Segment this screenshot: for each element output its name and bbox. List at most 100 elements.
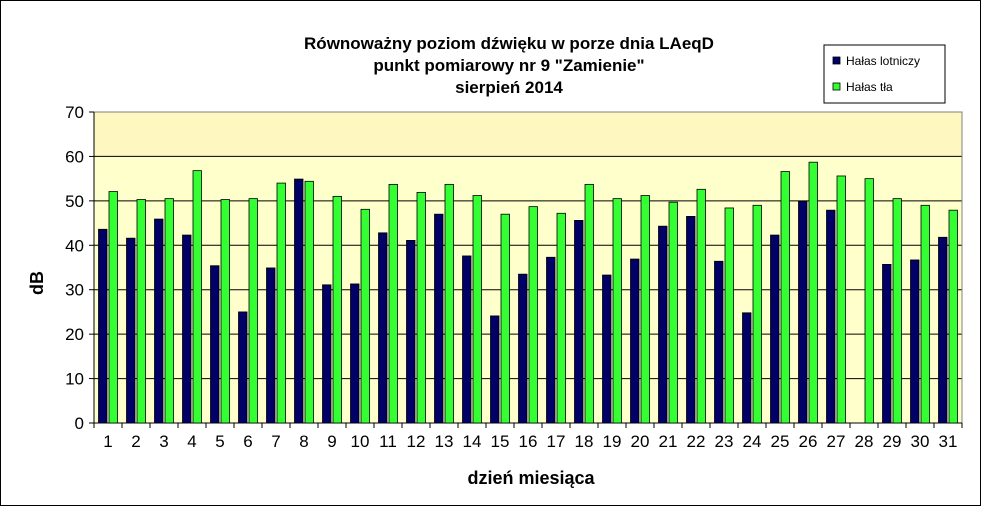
bar-halas-tla (640, 195, 650, 424)
x-tick-label: 8 (299, 432, 308, 451)
x-tick-label: 12 (407, 432, 426, 451)
x-tick-label: 15 (491, 432, 510, 451)
legend-swatch-series-2 (832, 82, 841, 91)
y-tick-label: 70 (65, 103, 84, 122)
x-tick-label: 3 (159, 432, 168, 451)
bar-halas-tla (836, 175, 846, 424)
x-tick-label: 20 (631, 432, 650, 451)
x-tick-label: 17 (547, 432, 566, 451)
y-tick-label: 40 (65, 236, 84, 255)
bar-halas-tla (808, 161, 818, 424)
bar-halas-lotniczy (910, 259, 920, 424)
bar-halas-tla (696, 188, 706, 424)
x-tick-label: 14 (463, 432, 482, 451)
chart-title-line-1: Równoważny poziom dźwięku w porze dnia L… (304, 34, 714, 53)
bar-halas-tla (584, 184, 594, 424)
legend-label-series-2: Hałas tła (846, 80, 893, 94)
y-tick-label: 30 (65, 281, 84, 300)
x-tick-label: 27 (827, 432, 846, 451)
y-tick-label: 60 (65, 147, 84, 166)
bar-halas-tla (164, 198, 174, 424)
bar-halas-tla (388, 184, 398, 424)
bar-halas-tla (304, 180, 314, 424)
bar-halas-tla (332, 196, 342, 424)
x-tick-label: 1 (103, 432, 112, 451)
x-tick-label: 2 (131, 432, 140, 451)
x-tick-label: 28 (855, 432, 874, 451)
bar-halas-lotniczy (630, 258, 640, 424)
bar-halas-tla (500, 213, 510, 424)
bar-halas-tla (220, 199, 230, 424)
chart-title-line-3: sierpień 2014 (455, 78, 563, 97)
x-axis-title: dzień miesiąca (467, 468, 595, 488)
bar-halas-tla (556, 212, 566, 424)
bar-halas-tla (948, 209, 958, 424)
chart-title-line-2: punkt pomiarowy nr 9 "Zamienie" (373, 56, 644, 75)
y-tick-label: 10 (65, 370, 84, 389)
legend: Hałas lotniczy Hałas tła (823, 44, 946, 104)
bar-halas-lotniczy (714, 260, 724, 424)
bar-halas-tla (920, 204, 930, 424)
bar-halas-lotniczy (434, 213, 444, 424)
bar-halas-tla (780, 171, 790, 424)
bar-halas-tla (192, 170, 202, 424)
bar-halas-tla (360, 208, 370, 424)
bar-halas-lotniczy (742, 312, 752, 424)
bar-halas-tla (276, 182, 286, 424)
bar-halas-lotniczy (238, 311, 248, 424)
bar-halas-lotniczy (182, 234, 192, 424)
x-tick-label: 6 (243, 432, 252, 451)
bar-halas-lotniczy (686, 216, 696, 424)
bar-halas-tla (444, 184, 454, 424)
x-tick-label: 9 (327, 432, 336, 451)
bar-halas-tla (416, 192, 426, 424)
bar-halas-lotniczy (378, 232, 388, 424)
x-tick-label: 18 (575, 432, 594, 451)
x-tick-label: 5 (215, 432, 224, 451)
bar-halas-tla (472, 195, 482, 424)
x-tick-label: 30 (911, 432, 930, 451)
bar-halas-lotniczy (322, 284, 332, 424)
bar-halas-lotniczy (210, 265, 220, 424)
bar-halas-lotniczy (770, 234, 780, 424)
bars-group (98, 161, 958, 424)
bar-halas-tla (528, 206, 538, 424)
bar-halas-tla (752, 204, 762, 424)
x-tick-label: 13 (435, 432, 454, 451)
bar-halas-lotniczy (154, 218, 164, 424)
y-tick-label: 0 (75, 414, 84, 433)
bar-halas-lotniczy (98, 228, 108, 424)
x-tick-label: 10 (351, 432, 370, 451)
bar-halas-tla (248, 198, 258, 424)
bar-halas-lotniczy (126, 237, 136, 424)
bar-halas-lotniczy (798, 200, 808, 424)
x-tick-label: 7 (271, 432, 280, 451)
bar-halas-lotniczy (882, 263, 892, 424)
x-tick-label: 31 (939, 432, 958, 451)
legend-label-series-1: Hałas lotniczy (846, 54, 920, 68)
y-axis-ticks: 0 10 20 30 40 50 60 70 (65, 103, 94, 433)
bar-halas-tla (136, 199, 146, 424)
plot-background-upper-band (94, 112, 962, 157)
bar-halas-lotniczy (602, 274, 612, 424)
bar-halas-lotniczy (658, 225, 668, 424)
legend-swatch-series-1 (832, 56, 841, 65)
y-tick-label: 50 (65, 192, 84, 211)
x-tick-label: 16 (519, 432, 538, 451)
bar-halas-lotniczy (294, 178, 304, 424)
bar-halas-tla (892, 198, 902, 424)
bar-halas-tla (612, 198, 622, 424)
bar-halas-lotniczy (490, 315, 500, 424)
legend-box (823, 44, 946, 104)
bar-halas-tla (108, 191, 118, 424)
bar-halas-tla (724, 207, 734, 424)
bar-halas-lotniczy (266, 267, 276, 424)
x-tick-label: 26 (799, 432, 818, 451)
x-tick-label: 11 (379, 432, 397, 451)
y-tick-label: 20 (65, 325, 84, 344)
bar-halas-lotniczy (518, 273, 528, 424)
x-tick-label: 29 (883, 432, 902, 451)
bar-halas-tla (864, 178, 874, 424)
x-tick-label: 22 (687, 432, 706, 451)
